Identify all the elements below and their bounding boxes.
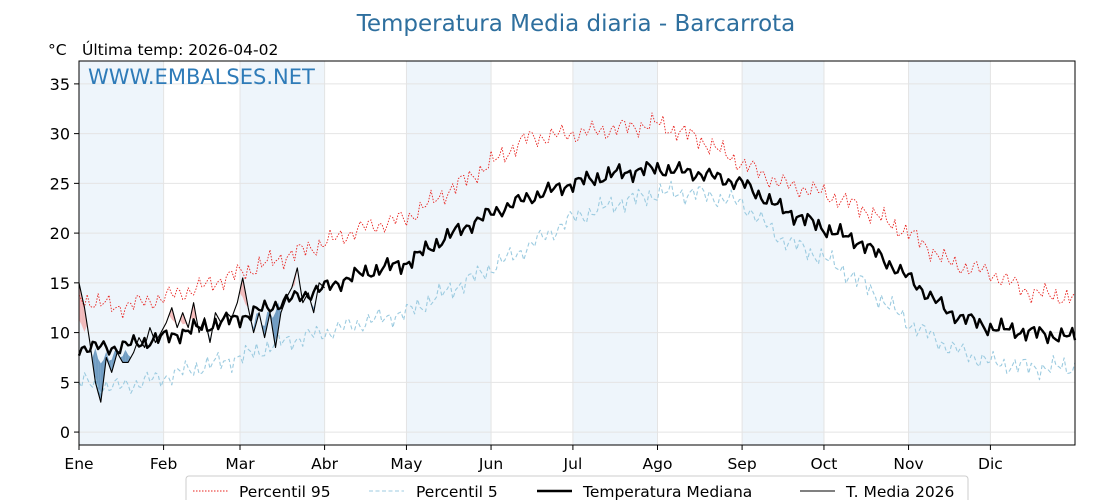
cold-anomaly-fill xyxy=(122,349,126,363)
legend-label-2: Temperatura Mediana xyxy=(582,483,752,500)
legend: Percentil 95 Percentil 5 Temperatura Media… xyxy=(185,475,969,500)
cold-anomaly-fill xyxy=(100,359,104,403)
x-tick-label-Jul: Jul xyxy=(563,455,583,473)
x-tick-label-Ago: Ago xyxy=(643,455,673,473)
month-band-Nov xyxy=(908,61,991,445)
cold-anomaly-fill xyxy=(272,312,276,348)
cold-anomaly-fill xyxy=(95,348,99,393)
cold-anomaly-fill xyxy=(111,351,115,373)
cold-anomaly-fill xyxy=(253,313,257,333)
cold-anomaly-fill xyxy=(264,311,268,338)
chart-title: Temperatura Media diaria - Barcarrota xyxy=(356,11,796,37)
x-tick-label-Sep: Sep xyxy=(727,455,756,473)
y-tick-label-15: 15 xyxy=(50,274,70,293)
warm-anomaly-fill xyxy=(81,295,85,332)
series-line-temperatura-mediana xyxy=(77,161,1077,357)
y-tick-label-0: 0 xyxy=(60,423,70,442)
cold-anomaly-fill xyxy=(275,302,279,348)
x-tick-label-Jun: Jun xyxy=(478,455,503,473)
x-tick-label-May: May xyxy=(390,455,422,473)
series-lines xyxy=(77,112,1077,403)
y-axis: 0 5 10 15 20 25 30 35 xyxy=(50,75,79,442)
y-axis-unit: °C xyxy=(48,41,67,59)
y-tick-label-30: 30 xyxy=(50,125,70,144)
x-tick-label-Abr: Abr xyxy=(311,455,338,473)
legend-label-3: T. Media 2026 xyxy=(845,483,954,500)
month-band-Jul xyxy=(572,61,658,445)
y-tick-label-5: 5 xyxy=(60,373,70,392)
series-line-t-media-2026 xyxy=(78,267,325,403)
x-axis: Ene Feb Mar Abr May Jun Jul Ago Sep Oct Nov Dic xyxy=(64,445,1003,473)
x-tick-label-Oct: Oct xyxy=(811,455,838,473)
month-band-Sep xyxy=(742,61,824,445)
legend-label-0: Percentil 95 xyxy=(239,483,331,500)
cold-anomaly-fill xyxy=(125,349,129,363)
plot-frame xyxy=(78,60,1076,446)
y-tick-label-25: 25 xyxy=(50,174,70,193)
legend-label-1: Percentil 5 xyxy=(416,483,498,500)
y-tick-label-10: 10 xyxy=(50,324,70,343)
x-tick-label-Dic: Dic xyxy=(978,455,1003,473)
x-tick-label-Nov: Nov xyxy=(893,455,923,473)
series-line-percentil-95 xyxy=(78,112,1076,319)
y-tick-label-20: 20 xyxy=(50,224,70,243)
y-tick-label-35: 35 xyxy=(50,75,70,94)
watermark: WWW.EMBALSES.NET xyxy=(88,65,315,89)
month-bands xyxy=(79,61,991,445)
x-tick-label-Ene: Ene xyxy=(64,455,93,473)
x-tick-label-Mar: Mar xyxy=(225,455,255,473)
legend-box xyxy=(185,475,969,500)
month-band-Mar xyxy=(239,61,325,445)
x-tick-label-Feb: Feb xyxy=(150,455,177,473)
last-temp-label: Última temp: 2026-04-02 xyxy=(82,40,278,59)
